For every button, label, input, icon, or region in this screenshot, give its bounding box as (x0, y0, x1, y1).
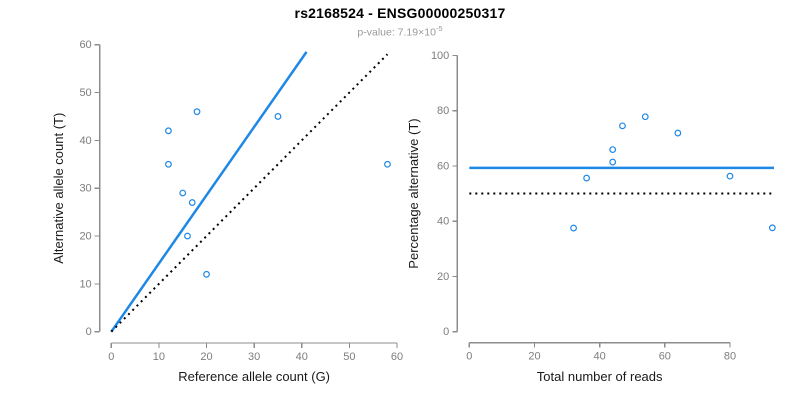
data-point (570, 224, 577, 232)
y-tick-label: 20 (79, 231, 91, 243)
x-tick-label: 60 (391, 351, 403, 363)
data-point (384, 160, 391, 168)
y-tick-label: 50 (79, 87, 91, 99)
panel-allele-counts: 0 10 20 30 40 50 60 0 10 20 30 40 50 60 Reference alle… (51, 39, 403, 384)
data-point (674, 129, 682, 137)
plot-subtitle: p-value: 7.19×10-5 (0, 24, 800, 39)
x-tick-label: 10 (153, 351, 165, 363)
pvalue-exponent: -5 (435, 24, 443, 33)
data-point (184, 232, 191, 240)
y-tick-label: 0 (86, 326, 92, 338)
y-tick-label: 40 (437, 216, 449, 228)
data-point (768, 224, 776, 232)
data-point (609, 158, 617, 166)
x-axis-title: Reference allele count (G) (178, 369, 330, 384)
x-tick-label: 80 (724, 351, 736, 363)
x-tick-label: 60 (659, 351, 671, 363)
y-axis-title: Percentage alternative (T) (406, 118, 421, 268)
identity-line (110, 53, 389, 333)
y-tick-label: 20 (437, 271, 449, 283)
data-point (274, 113, 282, 120)
x-tick-label: 30 (248, 351, 260, 363)
data-point (641, 113, 649, 121)
data-point (583, 174, 591, 182)
data-point (193, 108, 201, 116)
y-tick-label: 60 (79, 39, 91, 51)
y-tick-label: 60 (437, 160, 449, 172)
x-tick-label: 0 (466, 351, 472, 363)
y-tick-label: 100 (431, 50, 449, 62)
data-point (165, 160, 172, 168)
y-tick-label: 30 (79, 183, 91, 195)
data-point (203, 270, 210, 278)
fitted-allelic-ratio-line (110, 51, 308, 333)
y-tick-label: 80 (437, 105, 449, 117)
x-tick-label: 20 (528, 351, 540, 363)
panel-percentage-vs-coverage: 0 20 40 60 80 100 0 20 40 60 80 Total number of rea… (406, 50, 776, 384)
pvalue-text: p-value: 7.19×10 (357, 26, 436, 39)
x-tick-label: 20 (200, 351, 212, 363)
plot-title: rs2168524 - ENSG00000250317 (294, 5, 506, 21)
x-tick-label: 40 (594, 351, 606, 363)
x-tick-label: 0 (108, 351, 114, 363)
data-point (188, 199, 196, 206)
x-axis-title: Total number of reads (537, 369, 663, 384)
y-tick-label: 10 (79, 278, 91, 290)
y-tick-label: 0 (443, 326, 449, 338)
x-tick-label: 50 (343, 351, 355, 363)
data-point (165, 127, 172, 135)
y-axis-title: Alternative allele count (T) (51, 113, 66, 264)
y-tick-label: 40 (79, 135, 91, 147)
data-point (619, 122, 626, 130)
data-point (179, 189, 187, 197)
data-point (609, 146, 617, 154)
x-tick-label: 40 (296, 351, 308, 363)
data-point (726, 172, 734, 180)
